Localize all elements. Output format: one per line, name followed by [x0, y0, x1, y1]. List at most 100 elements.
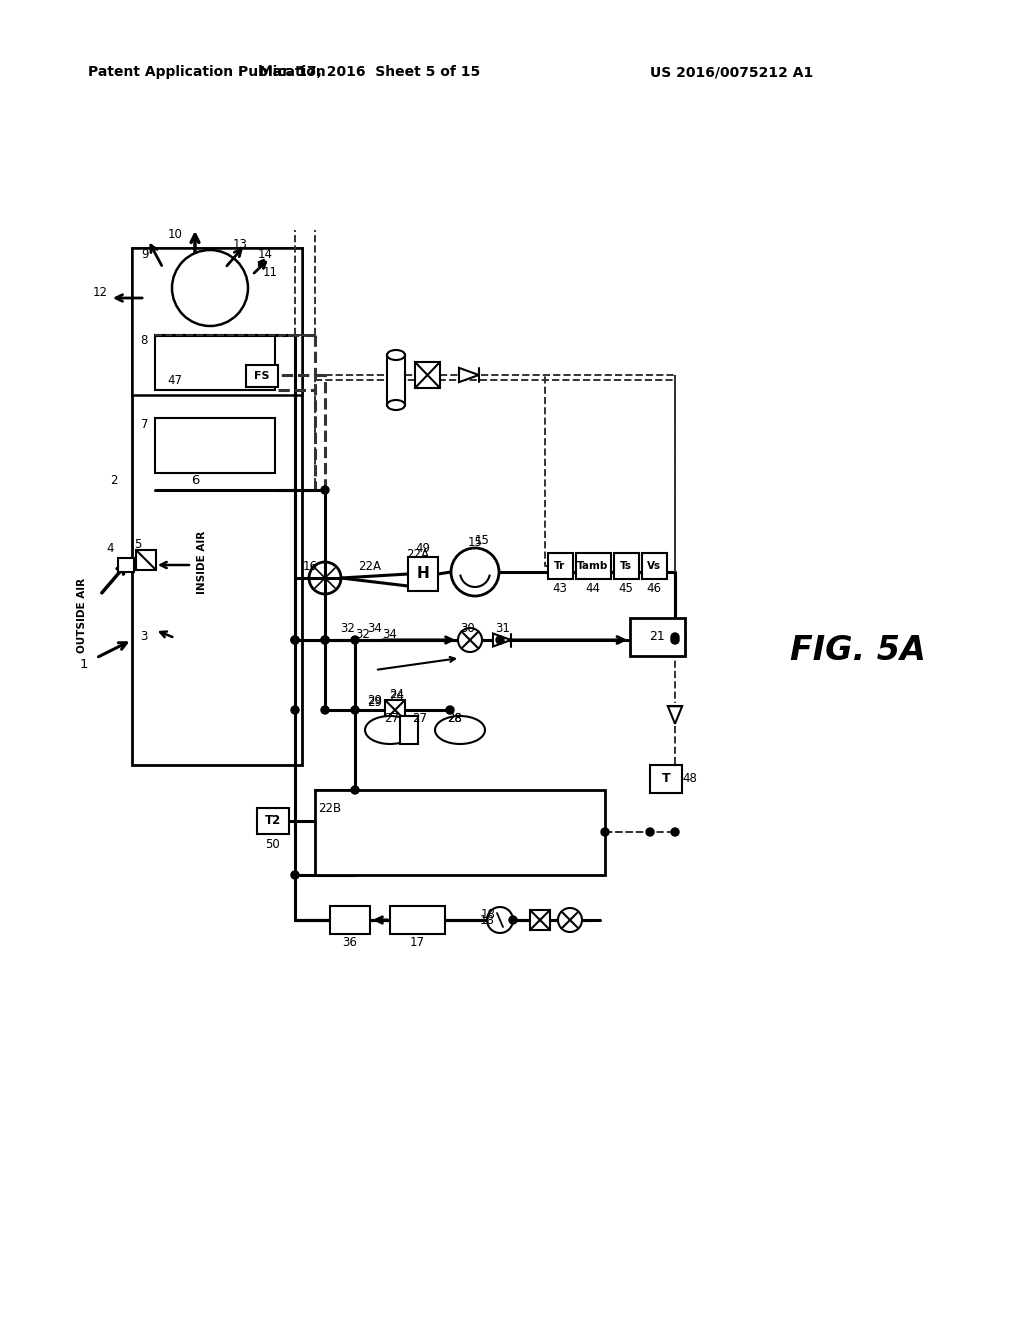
Circle shape	[291, 636, 299, 644]
Circle shape	[321, 706, 329, 714]
Text: 43: 43	[553, 582, 567, 595]
Text: 18: 18	[479, 913, 495, 927]
Text: 2: 2	[111, 474, 118, 487]
Text: 30: 30	[461, 622, 475, 635]
Circle shape	[601, 828, 609, 836]
Text: 17: 17	[410, 936, 425, 949]
Circle shape	[291, 871, 299, 879]
Text: 12: 12	[93, 285, 108, 298]
Text: 8: 8	[140, 334, 148, 346]
Text: 22A: 22A	[407, 549, 429, 561]
Bar	[246, 366, 278, 387]
Text: Mar. 17, 2016  Sheet 5 of 15: Mar. 17, 2016 Sheet 5 of 15	[259, 65, 480, 79]
Text: Patent Application Publication: Patent Application Publication	[88, 65, 326, 79]
Text: 24: 24	[389, 690, 404, 704]
Text: 13: 13	[232, 238, 248, 251]
Text: 29: 29	[368, 697, 383, 710]
Polygon shape	[668, 706, 682, 723]
Circle shape	[321, 486, 329, 494]
Text: 24: 24	[389, 689, 404, 701]
Text: FIG. 5A: FIG. 5A	[790, 634, 926, 667]
Text: 50: 50	[265, 837, 281, 850]
Bar	[385, 700, 406, 719]
Text: 5: 5	[134, 539, 141, 552]
Text: 22A: 22A	[358, 561, 382, 573]
Circle shape	[487, 907, 513, 933]
Text: 22B: 22B	[318, 801, 341, 814]
Text: Vs: Vs	[647, 561, 662, 572]
Text: 29: 29	[368, 693, 383, 706]
Bar	[415, 362, 440, 388]
Text: T: T	[662, 772, 671, 785]
Bar	[136, 550, 156, 570]
Circle shape	[458, 628, 482, 652]
Text: OUTSIDE AIR: OUTSIDE AIR	[77, 577, 87, 652]
Text: 31: 31	[496, 622, 510, 635]
Circle shape	[291, 706, 299, 714]
Bar	[132, 248, 302, 766]
Circle shape	[351, 636, 359, 644]
Text: 28: 28	[447, 711, 463, 725]
Circle shape	[558, 908, 582, 932]
Text: 9: 9	[141, 248, 148, 261]
Text: 32: 32	[355, 628, 371, 642]
Bar	[118, 558, 134, 572]
Bar	[614, 553, 639, 579]
Text: 18: 18	[480, 908, 496, 921]
Bar	[650, 766, 682, 793]
Ellipse shape	[435, 715, 485, 744]
Text: 46: 46	[646, 582, 662, 595]
Text: 48: 48	[683, 772, 697, 785]
Text: 47: 47	[167, 374, 182, 387]
Text: 4: 4	[106, 541, 114, 554]
Bar	[642, 553, 667, 579]
Polygon shape	[493, 634, 511, 647]
Bar	[390, 906, 445, 935]
Circle shape	[446, 706, 454, 714]
Text: Ts: Ts	[620, 561, 632, 572]
Text: 7: 7	[140, 418, 148, 432]
Bar	[387, 355, 406, 405]
Text: 15: 15	[468, 536, 482, 549]
Text: 10: 10	[168, 228, 182, 242]
Circle shape	[671, 636, 679, 644]
Ellipse shape	[387, 350, 406, 360]
Bar	[548, 553, 573, 579]
Circle shape	[509, 916, 517, 924]
Bar	[155, 418, 275, 473]
Text: 36: 36	[343, 936, 357, 949]
Text: 11: 11	[262, 265, 278, 279]
Circle shape	[671, 828, 679, 836]
Text: 6: 6	[190, 474, 200, 487]
Circle shape	[291, 636, 299, 644]
Bar	[575, 553, 611, 579]
Text: Tamb: Tamb	[578, 561, 608, 572]
Text: H: H	[417, 566, 429, 582]
Text: 32: 32	[341, 622, 355, 635]
Text: 28: 28	[447, 711, 463, 725]
Text: 49: 49	[416, 541, 430, 554]
Text: INSIDE AIR: INSIDE AIR	[197, 531, 207, 594]
Ellipse shape	[365, 715, 415, 744]
Circle shape	[351, 706, 359, 714]
Text: 45: 45	[618, 582, 634, 595]
Circle shape	[309, 562, 341, 594]
Text: Tr: Tr	[554, 561, 565, 572]
Text: 27: 27	[384, 711, 399, 725]
Bar	[257, 808, 289, 834]
Bar	[155, 335, 275, 389]
Text: 27: 27	[413, 711, 427, 725]
Bar	[408, 557, 438, 591]
Bar	[132, 248, 302, 395]
Bar	[315, 789, 605, 875]
Text: 15: 15	[474, 533, 489, 546]
Circle shape	[671, 634, 679, 642]
Text: 14: 14	[257, 248, 272, 261]
Circle shape	[321, 636, 329, 644]
Circle shape	[351, 785, 359, 795]
Text: 3: 3	[140, 631, 148, 644]
Circle shape	[496, 636, 504, 644]
Bar	[400, 715, 418, 744]
Bar	[630, 618, 685, 656]
Text: US 2016/0075212 A1: US 2016/0075212 A1	[650, 65, 813, 79]
